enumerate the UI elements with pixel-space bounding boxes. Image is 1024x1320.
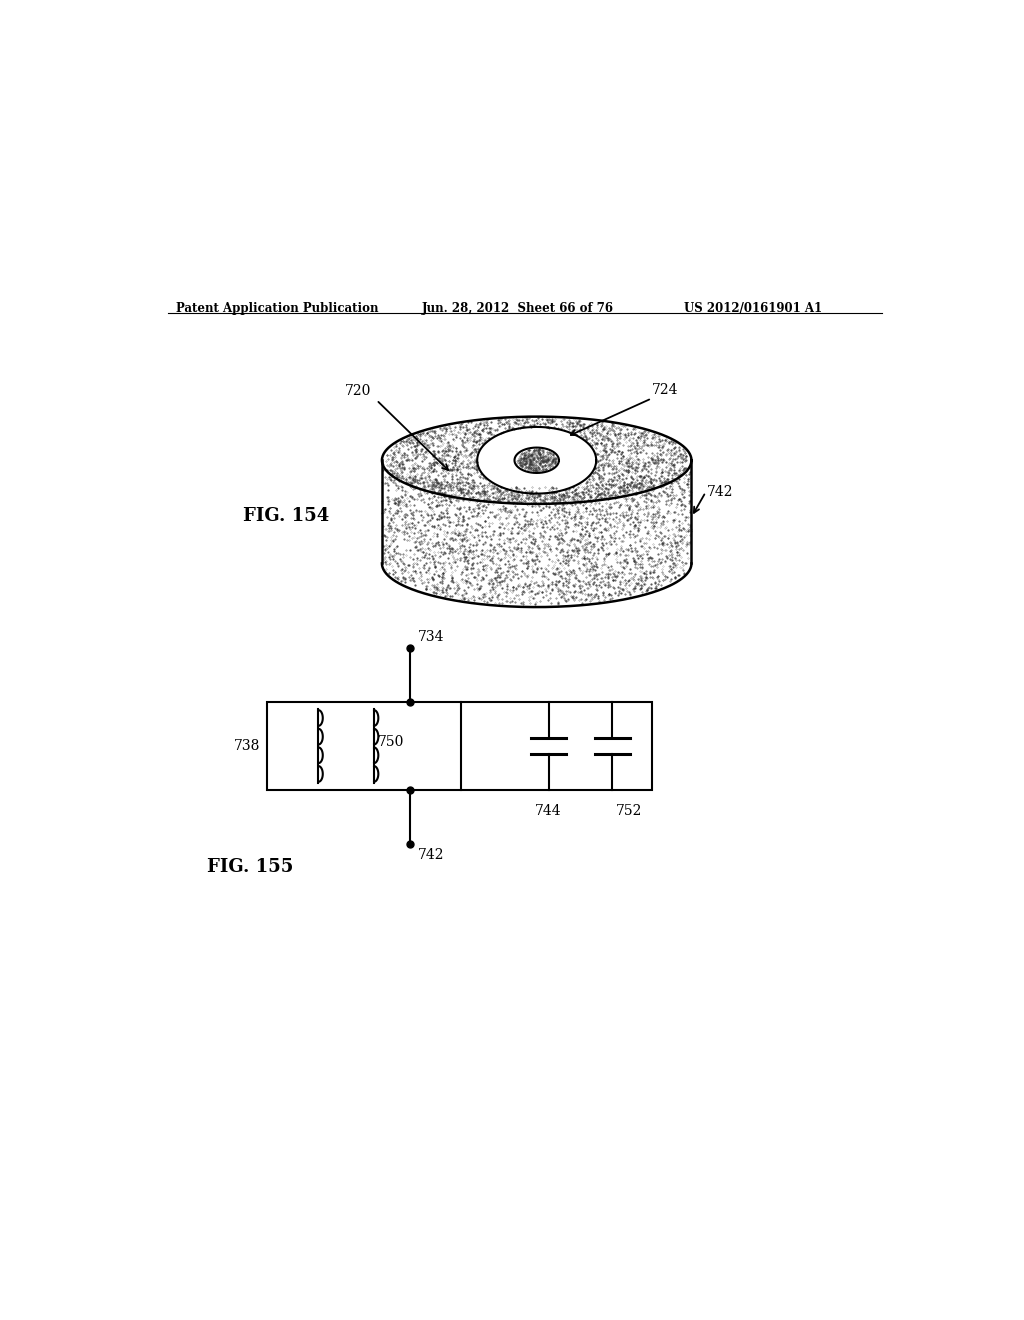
Text: 742: 742 [418, 847, 444, 862]
Text: 750: 750 [378, 735, 404, 748]
Text: FIG. 154: FIG. 154 [243, 507, 330, 525]
Text: Patent Application Publication: Patent Application Publication [176, 301, 378, 314]
Text: 724: 724 [652, 383, 678, 397]
Text: 734: 734 [418, 631, 444, 644]
Text: US 2012/0161901 A1: US 2012/0161901 A1 [684, 301, 821, 314]
Text: 742: 742 [708, 484, 734, 499]
Text: 738: 738 [234, 739, 260, 752]
Text: FIG. 155: FIG. 155 [207, 858, 294, 876]
Text: 720: 720 [345, 384, 372, 399]
Bar [267, 702, 652, 789]
Text: Jun. 28, 2012  Sheet 66 of 76: Jun. 28, 2012 Sheet 66 of 76 [422, 301, 613, 314]
Text: 752: 752 [616, 804, 642, 818]
Text: 744: 744 [536, 804, 562, 818]
